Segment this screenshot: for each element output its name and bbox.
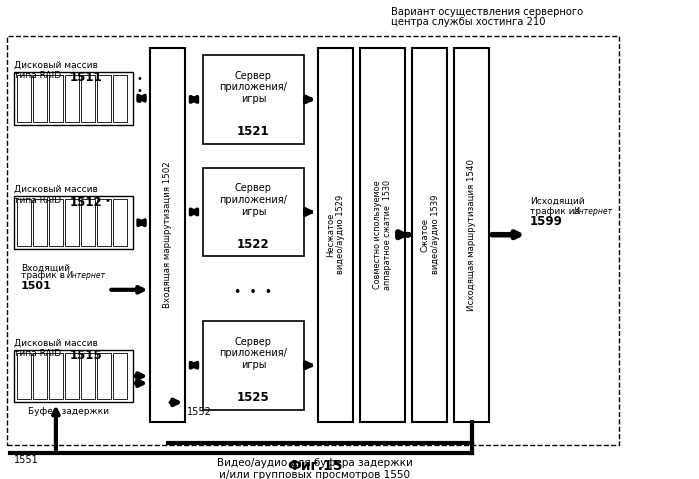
Bar [81,199,95,246]
Text: Дисковый массив: Дисковый массив [14,60,98,69]
Bar [113,199,127,246]
Text: •: • [105,196,110,206]
Text: Интернет: Интернет [574,206,613,216]
Bar [203,168,304,256]
Bar [360,48,405,422]
Bar [34,199,47,246]
Text: •
•
•: • • • [136,74,142,107]
Text: •  •  •: • • • [234,285,273,299]
Text: 1501: 1501 [21,281,52,291]
Text: типа RAID: типа RAID [14,71,64,80]
Bar [34,75,47,122]
Bar [66,353,79,399]
Text: Фиг.15: Фиг.15 [287,459,343,473]
Bar [17,199,31,246]
Bar [113,75,127,122]
Text: Дисковый массив: Дисковый массив [14,185,98,194]
Text: 1599: 1599 [530,215,563,228]
Bar [113,353,127,399]
Text: трафик в: трафик в [21,271,68,280]
Bar [14,72,133,125]
Bar [203,55,304,144]
Text: Входящая маршрутизация 1502: Входящая маршрутизация 1502 [164,161,172,308]
Bar [81,353,95,399]
Text: Интернет: Интернет [66,271,106,280]
Text: Исходящая маршрутизация 1540: Исходящая маршрутизация 1540 [468,159,476,311]
Bar [150,48,185,422]
Text: Сервер
приложения/
игры: Сервер приложения/ игры [219,337,287,370]
Bar [203,321,304,410]
Text: 1522: 1522 [237,238,270,251]
Bar [17,353,31,399]
Bar [454,48,489,422]
Text: 1521: 1521 [237,125,270,138]
Text: трафик из: трафик из [530,206,582,216]
Text: 1511: 1511 [70,71,103,84]
Bar [14,350,133,402]
Text: Входящий: Входящий [21,264,70,273]
Text: типа RAID: типа RAID [14,349,64,358]
Bar [97,199,111,246]
Text: типа RAID: типа RAID [14,196,64,205]
Text: Дисковый массив: Дисковый массив [14,338,98,347]
Text: Буфер задержки: Буфер задержки [28,407,109,416]
Bar [34,353,47,399]
Text: 1551: 1551 [14,455,38,465]
Bar [412,48,447,422]
Text: 1515: 1515 [70,349,103,362]
Bar [97,353,111,399]
Text: 1525: 1525 [237,391,270,404]
Text: 1552: 1552 [187,407,212,417]
Bar [318,48,353,422]
Text: Исходящий: Исходящий [530,197,584,206]
Text: Совместно используемое
аппаратное сжатие  1530: Совместно используемое аппаратное сжатие… [373,180,392,290]
Bar [97,75,111,122]
Bar [66,199,79,246]
Text: Вариант осуществления серверного: Вариант осуществления серверного [391,7,584,17]
Text: Сжатое
видео/аудио 1539: Сжатое видео/аудио 1539 [420,195,440,274]
Bar [7,36,619,445]
Bar [50,199,63,246]
Bar [50,353,63,399]
Bar [17,75,31,122]
Bar [66,75,79,122]
Bar [81,75,95,122]
Bar [14,196,133,249]
Bar [50,75,63,122]
Text: Несжатое
видео/аудио 1529: Несжатое видео/аудио 1529 [326,195,345,274]
Text: 1512: 1512 [70,196,103,209]
Text: центра службы хостинга 210: центра службы хостинга 210 [391,17,546,27]
Text: Сервер
приложения/
игры: Сервер приложения/ игры [219,71,287,104]
Text: Сервер
приложения/
игры: Сервер приложения/ игры [219,183,287,217]
Text: Видео/аудио для буфера задержки
и/или групповых просмотров 1550: Видео/аудио для буфера задержки и/или гр… [217,458,412,479]
